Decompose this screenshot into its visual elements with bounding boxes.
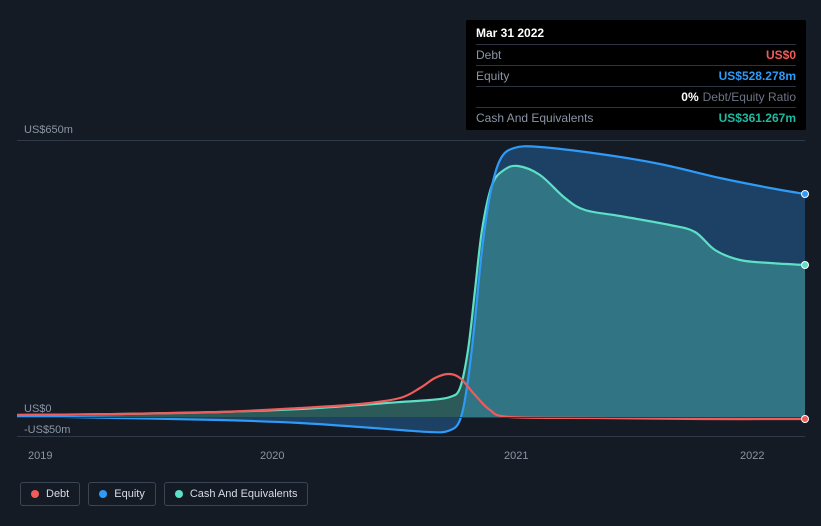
tooltip-row-debt: Debt US$0 xyxy=(476,44,796,65)
legend-label: Debt xyxy=(46,488,69,500)
chart-legend: Debt Equity Cash And Equivalents xyxy=(20,482,308,506)
legend-dot-icon xyxy=(31,490,39,498)
legend-item[interactable]: Cash And Equivalents xyxy=(164,482,309,506)
x-axis-label: 2019 xyxy=(28,450,52,462)
tooltip-label: Debt xyxy=(476,48,501,62)
tooltip-value: US$361.267m xyxy=(719,111,796,125)
tooltip-row-cash: Cash And Equivalents US$361.267m xyxy=(476,107,796,128)
series-end-marker xyxy=(801,261,809,269)
tooltip-row-ratio: 0%Debt/Equity Ratio xyxy=(476,86,796,107)
tooltip-label: Cash And Equivalents xyxy=(476,111,593,125)
tooltip-value: US$528.278m xyxy=(719,69,796,83)
tooltip-row-equity: Equity US$528.278m xyxy=(476,65,796,86)
tooltip-date: Mar 31 2022 xyxy=(476,26,796,44)
y-axis-label: US$650m xyxy=(24,124,73,136)
chart-tooltip: Mar 31 2022 Debt US$0 Equity US$528.278m… xyxy=(466,20,806,130)
legend-dot-icon xyxy=(175,490,183,498)
y-axis-label: US$0 xyxy=(24,403,52,415)
legend-label: Cash And Equivalents xyxy=(190,488,298,500)
legend-item[interactable]: Equity xyxy=(88,482,156,506)
x-axis-label: 2020 xyxy=(260,450,284,462)
legend-dot-icon xyxy=(99,490,107,498)
gridline xyxy=(17,140,805,141)
legend-label: Equity xyxy=(114,488,145,500)
gridline xyxy=(17,436,805,437)
series-end-marker xyxy=(801,415,809,423)
x-axis-label: 2022 xyxy=(740,450,764,462)
tooltip-value: 0%Debt/Equity Ratio xyxy=(681,90,796,104)
legend-item[interactable]: Debt xyxy=(20,482,80,506)
tooltip-value: US$0 xyxy=(766,48,796,62)
series-end-marker xyxy=(801,190,809,198)
x-axis-label: 2021 xyxy=(504,450,528,462)
gridline xyxy=(17,417,805,418)
y-axis-label: -US$50m xyxy=(24,424,70,436)
tooltip-label: Equity xyxy=(476,69,509,83)
